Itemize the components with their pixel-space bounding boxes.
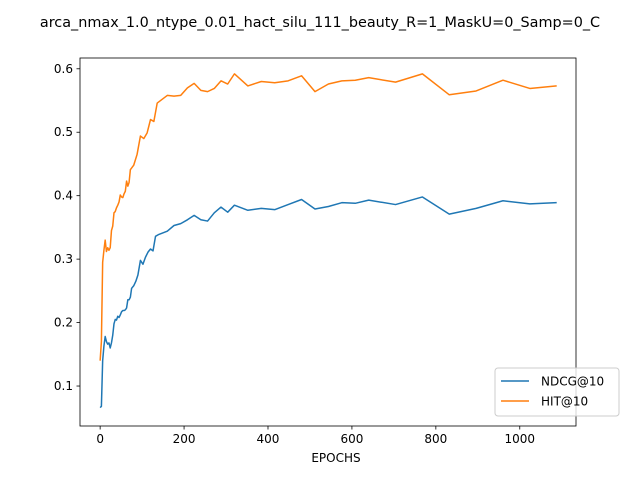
chart-title: arca_nmax_1.0_ntype_0.01_hact_silu_111_b… (40, 15, 600, 31)
legend-entry-label: HIT@10 (541, 395, 588, 409)
x-axis-ticks: 0 200 400 600 800 1000 (96, 426, 535, 446)
y-tick-label: 0.4 (54, 189, 73, 203)
series-line-1 (99, 196, 557, 409)
y-tick-label: 0.5 (54, 125, 73, 139)
x-tick-label: 400 (257, 432, 280, 446)
x-tick-label: 200 (173, 432, 196, 446)
series-layer (99, 73, 557, 409)
y-tick-label: 0.1 (54, 379, 73, 393)
y-tick-label: 0.3 (54, 252, 73, 266)
x-axis-label: EPOCHS (311, 451, 360, 465)
y-axis-ticks: 0.1 0.2 0.3 0.4 0.5 0.6 (54, 62, 80, 393)
x-tick-label: 800 (424, 432, 447, 446)
plot-frame (79, 57, 577, 427)
legend: NDCG@10 HIT@10 (494, 367, 620, 417)
y-tick-label: 0.6 (54, 62, 73, 76)
series-line-2 (99, 73, 557, 361)
y-tick-label: 0.2 (54, 316, 73, 330)
legend-box (494, 367, 620, 417)
x-tick-label: 600 (340, 432, 363, 446)
x-tick-label: 0 (96, 432, 104, 446)
x-tick-label: 1000 (504, 432, 535, 446)
legend-entry-label: NDCG@10 (541, 375, 604, 389)
